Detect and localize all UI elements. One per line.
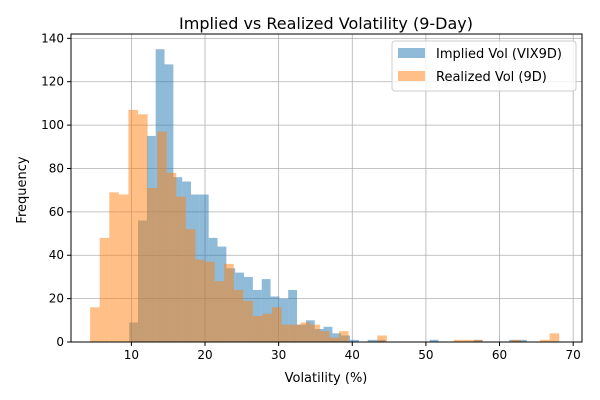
legend-frame — [391, 40, 577, 92]
series-1 — [90, 109, 560, 342]
legend-swatch-realized — [398, 71, 425, 81]
histogram-bar — [339, 331, 349, 342]
histogram-bar — [517, 339, 527, 342]
histogram-bar — [310, 324, 320, 342]
y-tick-label: 80 — [49, 161, 64, 175]
histogram-bar — [549, 333, 560, 342]
y-tick-label: 40 — [49, 248, 64, 262]
histogram-bar — [429, 339, 439, 342]
legend: Implied Vol (VIX9D) Realized Vol (9D) — [391, 40, 577, 92]
histogram-bar — [300, 322, 311, 342]
histogram-bar — [99, 237, 110, 342]
histogram-bar — [176, 196, 186, 342]
histogram-bar — [272, 307, 282, 342]
histogram-bar — [262, 313, 273, 342]
histogram-bar — [214, 281, 225, 342]
histogram-bar — [463, 339, 474, 342]
histogram-bar — [185, 229, 196, 342]
legend-swatch-implied — [398, 48, 425, 58]
histogram-bar — [291, 324, 301, 342]
x-tick-label: 30 — [271, 348, 286, 362]
histogram-bar — [279, 298, 289, 342]
histogram-bar — [138, 114, 148, 342]
histogram-bar — [128, 109, 139, 342]
histogram-bar — [90, 307, 100, 342]
histogram-bar — [147, 188, 158, 342]
chart-title: Implied vs Realized Volatility (9-Day) — [179, 14, 473, 33]
histogram-bar — [453, 339, 464, 342]
histogram-bar — [288, 289, 298, 342]
y-axis-label: Frequency — [15, 156, 30, 223]
legend-label-implied: Implied Vol (VIX9D) — [436, 47, 562, 62]
x-tick-label: 70 — [566, 348, 581, 362]
y-tick-label: 20 — [49, 292, 64, 306]
y-tick-label: 60 — [49, 205, 64, 219]
histogram-bar — [367, 339, 377, 342]
histogram-bar — [195, 259, 206, 342]
y-tick-label: 0 — [56, 335, 64, 349]
histogram-bar — [261, 279, 271, 342]
histogram-bar — [377, 335, 387, 342]
histogram-bar — [109, 192, 119, 342]
histogram-bar — [511, 339, 521, 342]
x-axis-label: Volatility (%) — [285, 371, 368, 386]
histogram-bar — [118, 194, 129, 342]
y-tick-label: 140 — [41, 31, 64, 45]
x-axis: 10 20 30 40 50 60 70 — [124, 342, 581, 362]
plot-frame — [70, 33, 583, 343]
x-tick-label: 10 — [124, 348, 139, 362]
x-tick-label: 20 — [197, 348, 212, 362]
histogram-bar — [157, 131, 167, 342]
histogram-bar — [233, 289, 244, 342]
y-tick-label: 120 — [41, 75, 64, 89]
histogram-bar — [243, 300, 253, 342]
x-tick-label: 60 — [492, 348, 507, 362]
histogram-bars — [90, 49, 560, 342]
histogram-bar — [252, 315, 263, 342]
histogram-bar — [166, 172, 177, 342]
histogram-bar — [224, 263, 234, 342]
x-tick-label: 50 — [418, 348, 433, 362]
histogram-bar — [350, 339, 359, 342]
histogram-bar — [329, 337, 340, 342]
histogram-bar — [540, 339, 550, 342]
histogram-bar — [319, 331, 330, 342]
legend-label-realized: Realized Vol (9D) — [436, 70, 547, 85]
y-tick-label: 100 — [41, 118, 64, 132]
x-tick-label: 40 — [345, 348, 360, 362]
histogram-bar — [473, 339, 483, 342]
histogram-bar — [281, 324, 292, 342]
histogram-bar — [205, 261, 215, 342]
y-axis: 0 20 40 60 80 100 120 140 — [41, 31, 71, 349]
